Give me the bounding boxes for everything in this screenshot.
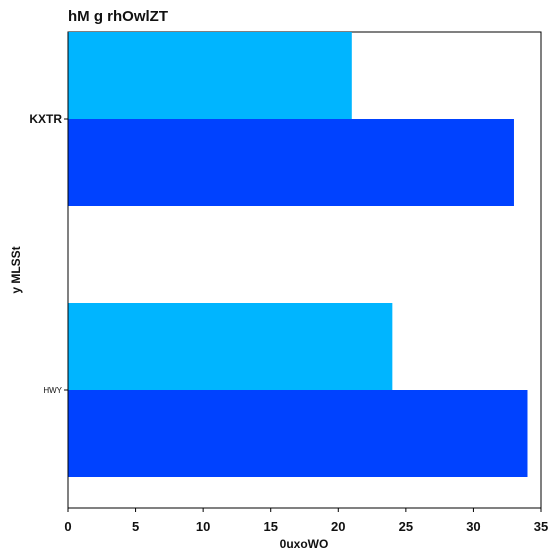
x-axis-title: 0uxoWO <box>280 537 329 551</box>
x-tick-label: 5 <box>132 519 139 534</box>
x-tick-label: 15 <box>263 519 277 534</box>
x-tick-label: 30 <box>466 519 480 534</box>
x-tick-label: 10 <box>196 519 210 534</box>
bar-kxtr-series-2 <box>68 119 514 206</box>
bar-hwy-series-1 <box>68 303 393 390</box>
x-tick-label: 20 <box>331 519 345 534</box>
bars <box>68 32 528 477</box>
x-tick-label: 25 <box>399 519 413 534</box>
y-axis-title: y MLSSt <box>9 246 23 293</box>
bar-hwy-series-2 <box>68 390 528 477</box>
y-axis-ticks: KXTR HWY <box>29 112 68 395</box>
x-tick-label: 0 <box>64 519 71 534</box>
x-axis-ticks: 0 5 10 15 20 25 30 35 <box>64 508 548 534</box>
bar-kxtr-series-1 <box>68 32 352 119</box>
y-category-label-hwy: HWY <box>43 386 62 395</box>
x-tick-label: 35 <box>534 519 548 534</box>
y-category-label-kxtr: KXTR <box>29 112 62 126</box>
chart-title: hM g rhOwlZT <box>68 8 168 25</box>
